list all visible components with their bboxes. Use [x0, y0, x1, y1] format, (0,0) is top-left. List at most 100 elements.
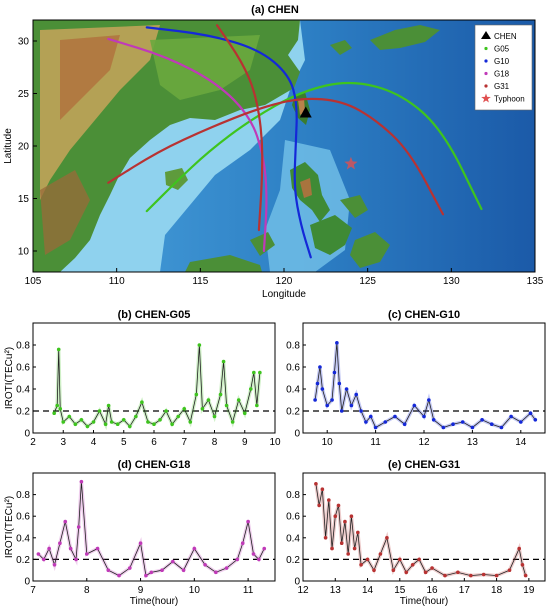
ytick-label: 0.6 [16, 512, 30, 523]
data-point [52, 411, 56, 416]
xtick-label: 13 [330, 585, 342, 596]
data-point [346, 552, 350, 556]
ytick-label: 0.4 [286, 533, 300, 544]
data-point [192, 546, 197, 551]
data-point [368, 414, 373, 419]
data-point [427, 398, 431, 402]
data-point [230, 420, 235, 424]
data-point [451, 422, 455, 427]
legend-label: G10 [494, 57, 510, 66]
data-point [203, 563, 207, 567]
panel-xlabel: Time(hour) [130, 596, 179, 607]
panel-1: (c) CHEN-G10 10 11 12 13 14 0 0.2 0.4 0.6 0.8 [286, 309, 546, 448]
data-point [317, 503, 321, 508]
panel-title: (e) CHEN-G31 [388, 459, 460, 471]
data-point [349, 403, 354, 408]
data-point [313, 398, 317, 402]
legend-label: G18 [494, 70, 510, 79]
map-xtick-label: 135 [527, 276, 544, 287]
legend-icon-g31 [484, 84, 488, 88]
data-point [349, 514, 354, 518]
map-ytick-label: 15 [18, 194, 30, 205]
ytick-label: 0.4 [16, 385, 30, 396]
data-point [257, 557, 261, 562]
data-point [443, 573, 447, 578]
data-point [197, 343, 202, 347]
map-terrain [33, 20, 535, 272]
data-point [76, 525, 81, 529]
panel-xlabel: Time(hour) [400, 596, 449, 607]
ytick-label: 0.8 [286, 341, 300, 352]
data-point [320, 487, 325, 492]
data-point [181, 568, 186, 572]
data-point [468, 573, 473, 578]
data-point [337, 381, 342, 386]
data-point [158, 418, 162, 422]
legend-icon-g18 [484, 71, 488, 76]
data-point [95, 546, 100, 551]
data-point [470, 425, 475, 430]
xtick-label: 13 [467, 437, 479, 448]
data-point [262, 546, 267, 551]
panel-3: (e) CHEN-G31 12 13 14 15 16 17 18 19 0 0.2 0.4 0.6 0.… [286, 459, 546, 607]
panel-title: (c) CHEN-G10 [388, 309, 460, 321]
data-point [517, 546, 521, 551]
data-point [431, 418, 436, 422]
data-point [365, 557, 370, 562]
data-point [146, 420, 150, 424]
map-ylabel: Latitude [3, 128, 14, 164]
data-point [171, 559, 175, 564]
ytick-label: 0.2 [286, 407, 300, 418]
data-point [335, 341, 339, 345]
xtick-label: 14 [515, 437, 527, 448]
ytick-label: 0 [24, 577, 30, 588]
xtick-label: 6 [151, 437, 157, 448]
panel-frame [32, 472, 276, 582]
data-point [242, 411, 247, 416]
data-point [410, 563, 415, 567]
data-point [519, 420, 523, 424]
data-point [258, 370, 262, 375]
panel-ylabel: IROTI(TECu²) [4, 496, 15, 558]
data-point [188, 420, 193, 424]
data-point [393, 414, 397, 419]
map-ytick-label: 30 [18, 37, 30, 48]
legend-label: CHEN [494, 32, 517, 41]
data-point [333, 514, 338, 518]
data-point [85, 424, 90, 429]
data-point [224, 566, 229, 570]
panel-frame [302, 322, 546, 434]
data-point [52, 563, 57, 567]
data-point [170, 422, 174, 427]
data-point [56, 347, 61, 352]
data-point [103, 422, 108, 427]
data-point [402, 422, 407, 427]
data-point [422, 414, 426, 419]
data-point [336, 503, 341, 508]
data-point [373, 425, 378, 430]
data-point [509, 414, 513, 419]
data-point [128, 566, 132, 570]
data-point [235, 557, 240, 562]
xtick-label: 4 [91, 437, 97, 448]
ytick-label: 0 [294, 429, 300, 440]
data-point [152, 422, 156, 427]
data-point [74, 557, 78, 562]
panel-frame [302, 472, 546, 582]
data-point [327, 498, 331, 502]
data-point [499, 425, 504, 430]
data-point [391, 568, 396, 572]
map-xtick-label: 120 [276, 276, 293, 287]
data-point [164, 409, 168, 413]
legend-label: G31 [494, 82, 510, 91]
map-ytick-label: 10 [18, 247, 30, 258]
xtick-label: 7 [181, 437, 187, 448]
data-point [320, 387, 325, 391]
ytick-label: 0.8 [16, 490, 30, 501]
xtick-label: 7 [30, 585, 36, 596]
xtick-label: 8 [212, 437, 218, 448]
data-point [58, 541, 62, 545]
data-point [398, 557, 402, 562]
